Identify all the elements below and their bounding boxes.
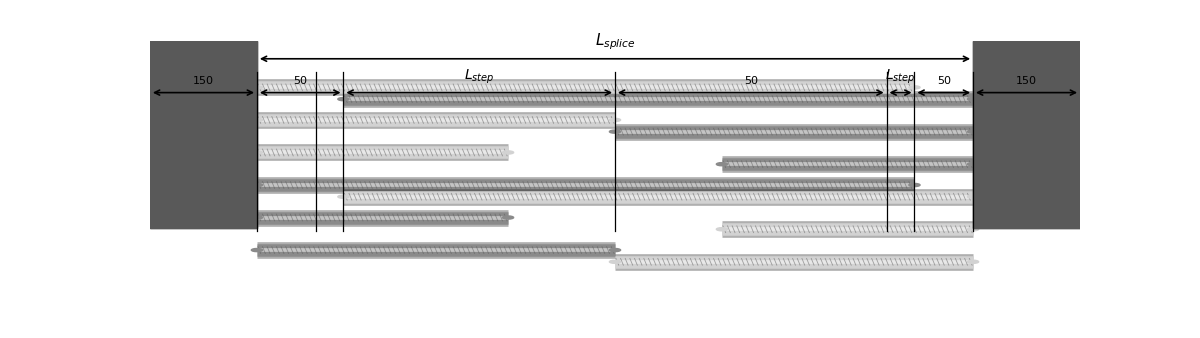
Circle shape [967, 228, 979, 231]
Circle shape [967, 98, 979, 101]
Circle shape [610, 130, 620, 133]
Circle shape [503, 151, 514, 154]
Text: 50: 50 [293, 76, 307, 86]
Circle shape [967, 195, 979, 198]
Circle shape [338, 98, 349, 101]
Bar [150, 41, 257, 228]
Text: 50: 50 [744, 76, 757, 86]
Bar [973, 41, 1080, 228]
Circle shape [338, 195, 349, 198]
Circle shape [610, 118, 620, 121]
Text: 50: 50 [937, 76, 950, 86]
Circle shape [908, 184, 920, 187]
Text: 150: 150 [1016, 76, 1037, 86]
Bar [973, 41, 1080, 228]
Text: $L_{splice}$: $L_{splice}$ [595, 32, 635, 52]
Circle shape [610, 248, 620, 251]
Circle shape [967, 130, 979, 133]
Circle shape [716, 228, 727, 231]
Circle shape [967, 260, 979, 263]
Text: $L_{step}$: $L_{step}$ [464, 68, 494, 86]
Circle shape [251, 151, 263, 154]
Circle shape [251, 216, 263, 219]
Bar [150, 41, 257, 228]
Text: $L_{step}$: $L_{step}$ [886, 68, 916, 86]
Circle shape [251, 86, 263, 89]
Circle shape [251, 118, 263, 121]
Bar [257, 41, 973, 301]
Circle shape [967, 163, 979, 166]
Circle shape [908, 86, 920, 89]
Circle shape [503, 216, 514, 219]
Text: 150: 150 [193, 76, 214, 86]
Circle shape [251, 184, 263, 187]
Circle shape [251, 248, 263, 251]
Circle shape [716, 163, 727, 166]
Circle shape [610, 260, 620, 263]
